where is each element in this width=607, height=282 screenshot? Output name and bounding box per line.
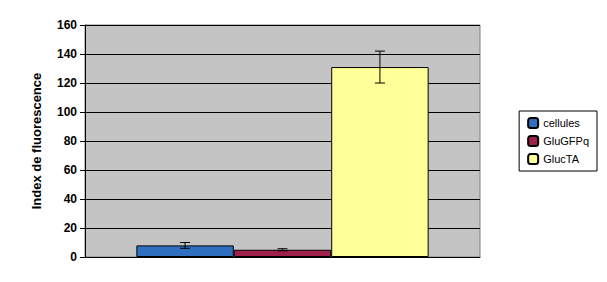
- svg-text:160: 160: [57, 18, 77, 32]
- svg-text:cellules: cellules: [543, 117, 580, 129]
- svg-text:140: 140: [57, 47, 77, 61]
- svg-text:60: 60: [64, 163, 78, 177]
- svg-text:Index de fluorescence: Index de fluorescence: [29, 73, 44, 210]
- svg-text:80: 80: [64, 134, 78, 148]
- svg-text:20: 20: [64, 221, 78, 235]
- svg-text:GlucTA: GlucTA: [543, 153, 580, 165]
- svg-text:0: 0: [70, 250, 77, 264]
- svg-text:100: 100: [57, 105, 77, 119]
- svg-text:120: 120: [57, 76, 77, 90]
- svg-text:GluGFPq: GluGFPq: [543, 135, 589, 147]
- svg-text:40: 40: [64, 192, 78, 206]
